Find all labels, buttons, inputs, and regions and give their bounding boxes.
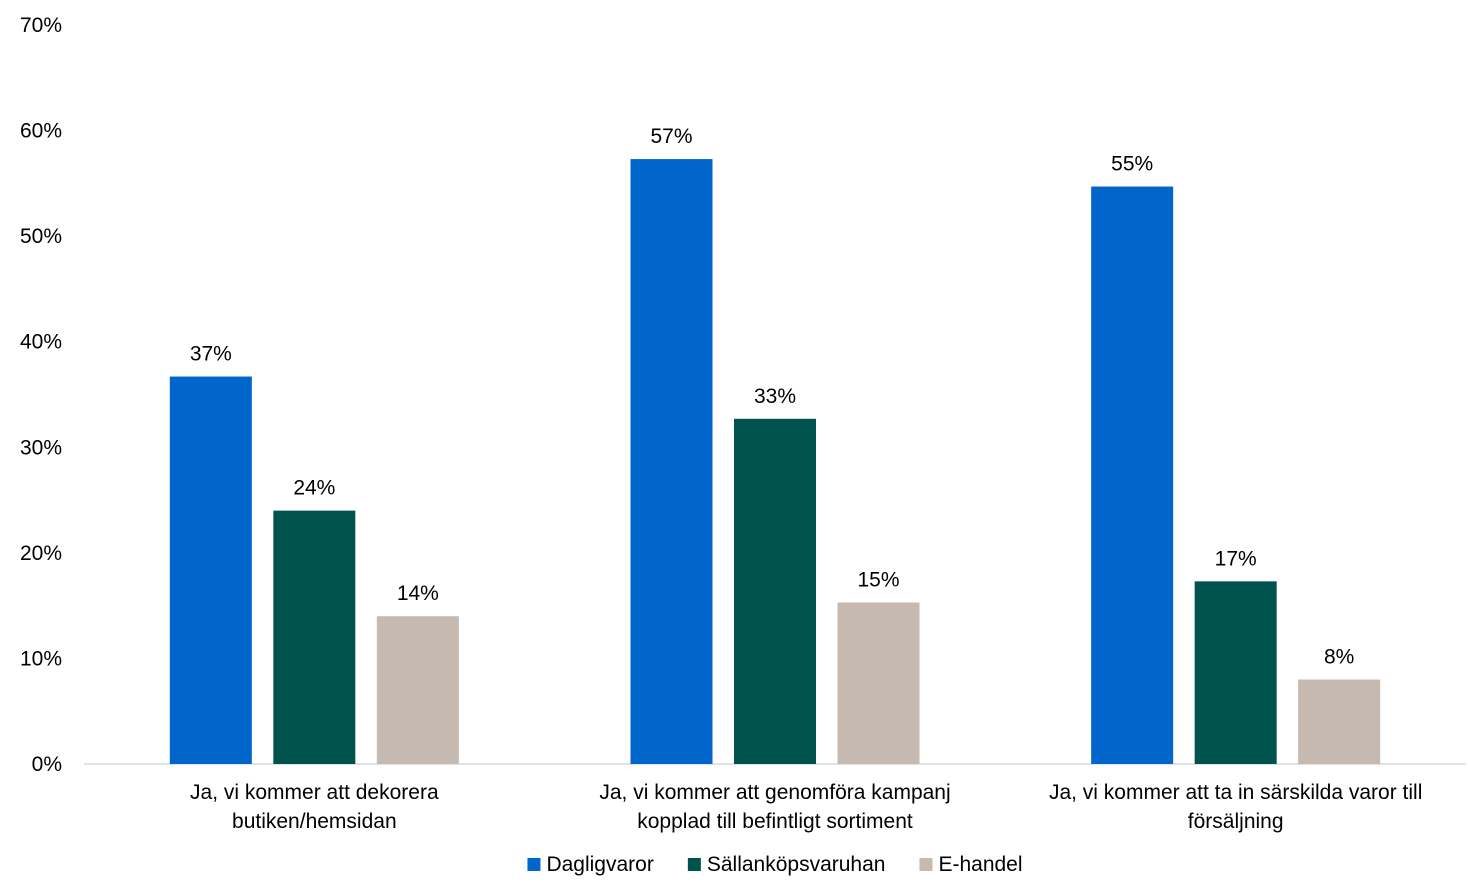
data-label: 8% (1324, 646, 1354, 669)
legend-label: Sällanköpsvaruhan (707, 853, 886, 876)
data-label: 17% (1215, 547, 1257, 570)
x-category-label: Ja, vi kommer att ta in särskilda varor … (1049, 781, 1422, 804)
bar-e-handel (1298, 679, 1381, 764)
bar-s-llank-psvaruhan (1194, 581, 1277, 764)
x-category-label: Ja, vi kommer att dekorera (190, 781, 439, 804)
bar-s-llank-psvaruhan (734, 418, 816, 764)
bar-dagligvaror (630, 159, 713, 765)
legend-swatch (527, 858, 541, 871)
y-tick-label: 40% (20, 331, 62, 354)
data-label: 24% (293, 477, 335, 500)
bar-dagligvaror (1091, 186, 1174, 764)
y-tick-label: 20% (20, 542, 62, 565)
y-tick-label: 0% (32, 753, 62, 776)
y-tick-label: 60% (20, 120, 62, 143)
data-label: 55% (1111, 153, 1153, 176)
bar-e-handel (376, 616, 459, 764)
bar-s-llank-psvaruhan (273, 510, 356, 764)
x-category-label: Ja, vi kommer att genomföra kampanj (599, 781, 950, 804)
legend-swatch (919, 858, 933, 871)
y-tick-label: 50% (20, 225, 62, 248)
data-label: 15% (857, 568, 899, 591)
data-label: 57% (650, 125, 692, 148)
y-tick-label: 70% (20, 14, 62, 37)
x-category-label: kopplad till befintligt sortiment (637, 810, 913, 833)
data-label: 33% (754, 385, 796, 408)
x-category-label: försäljning (1188, 810, 1284, 833)
legend-label: E-handel (938, 853, 1022, 876)
y-tick-label: 10% (20, 647, 62, 670)
data-label: 14% (397, 582, 439, 605)
data-label: 37% (190, 343, 232, 366)
x-category-label: butiken/hemsidan (232, 810, 397, 833)
bar-e-handel (837, 602, 920, 764)
bar-dagligvaror (169, 376, 252, 764)
legend-label: Dagligvaror (546, 853, 653, 876)
y-tick-label: 30% (20, 436, 62, 459)
legend-swatch (687, 858, 701, 871)
